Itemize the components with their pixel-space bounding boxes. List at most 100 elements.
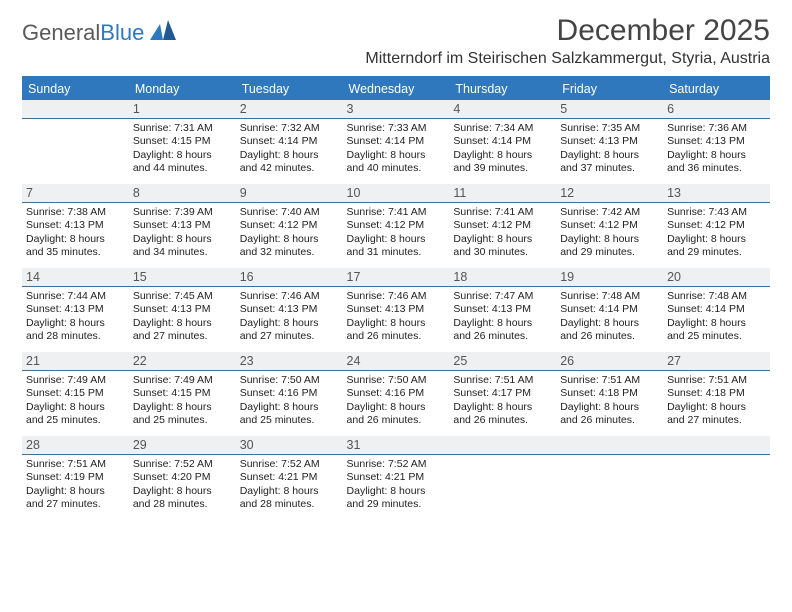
day-detail-line: Sunset: 4:20 PM	[133, 471, 232, 484]
day-details: Sunrise: 7:52 AMSunset: 4:20 PMDaylight:…	[133, 458, 232, 512]
day-number: 8	[129, 184, 236, 203]
calendar-body: 1Sunrise: 7:31 AMSunset: 4:15 PMDaylight…	[22, 100, 770, 520]
day-detail-line: and 27 minutes.	[667, 414, 766, 427]
day-details: Sunrise: 7:34 AMSunset: 4:14 PMDaylight:…	[453, 122, 552, 176]
day-detail-line: and 26 minutes.	[453, 330, 552, 343]
day-detail-line: Sunrise: 7:39 AM	[133, 206, 232, 219]
day-detail-line: Daylight: 8 hours	[347, 317, 446, 330]
weekday-header: Saturday	[663, 78, 770, 100]
day-detail-line: Sunrise: 7:48 AM	[560, 290, 659, 303]
brand-logo: GeneralBlue	[22, 14, 176, 46]
day-detail-line: and 42 minutes.	[240, 162, 339, 175]
day-detail-line: Sunrise: 7:31 AM	[133, 122, 232, 135]
day-detail-line: Sunrise: 7:41 AM	[347, 206, 446, 219]
day-detail-line: Daylight: 8 hours	[26, 233, 125, 246]
calendar-cell: 21Sunrise: 7:49 AMSunset: 4:15 PMDayligh…	[22, 352, 129, 436]
day-detail-line: and 28 minutes.	[133, 498, 232, 511]
day-detail-line: Sunset: 4:13 PM	[26, 303, 125, 316]
day-detail-line: Sunrise: 7:32 AM	[240, 122, 339, 135]
day-detail-line: and 30 minutes.	[453, 246, 552, 259]
calendar-cell	[556, 436, 663, 520]
day-number: 31	[343, 436, 450, 455]
day-detail-line: Daylight: 8 hours	[133, 485, 232, 498]
day-detail-line: Sunrise: 7:44 AM	[26, 290, 125, 303]
day-details: Sunrise: 7:43 AMSunset: 4:12 PMDaylight:…	[667, 206, 766, 260]
day-number: 29	[129, 436, 236, 455]
calendar-cell: 22Sunrise: 7:49 AMSunset: 4:15 PMDayligh…	[129, 352, 236, 436]
day-detail-line: and 29 minutes.	[347, 498, 446, 511]
calendar-cell: 3Sunrise: 7:33 AMSunset: 4:14 PMDaylight…	[343, 100, 450, 184]
day-details: Sunrise: 7:48 AMSunset: 4:14 PMDaylight:…	[667, 290, 766, 344]
day-detail-line: Sunset: 4:13 PM	[560, 135, 659, 148]
day-detail-line: and 26 minutes.	[347, 414, 446, 427]
day-detail-line: Sunset: 4:13 PM	[133, 303, 232, 316]
day-detail-line: Sunrise: 7:50 AM	[240, 374, 339, 387]
day-details: Sunrise: 7:51 AMSunset: 4:18 PMDaylight:…	[667, 374, 766, 428]
calendar-cell	[663, 436, 770, 520]
day-details: Sunrise: 7:52 AMSunset: 4:21 PMDaylight:…	[347, 458, 446, 512]
day-detail-line: Daylight: 8 hours	[26, 317, 125, 330]
calendar-cell: 26Sunrise: 7:51 AMSunset: 4:18 PMDayligh…	[556, 352, 663, 436]
calendar-cell: 7Sunrise: 7:38 AMSunset: 4:13 PMDaylight…	[22, 184, 129, 268]
day-detail-line: and 29 minutes.	[667, 246, 766, 259]
day-detail-line: Sunrise: 7:51 AM	[453, 374, 552, 387]
day-details: Sunrise: 7:46 AMSunset: 4:13 PMDaylight:…	[240, 290, 339, 344]
calendar-table: SundayMondayTuesdayWednesdayThursdayFrid…	[22, 78, 770, 520]
day-details: Sunrise: 7:31 AMSunset: 4:15 PMDaylight:…	[133, 122, 232, 176]
day-detail-line: Sunset: 4:15 PM	[133, 135, 232, 148]
day-number: 18	[449, 268, 556, 287]
day-details: Sunrise: 7:35 AMSunset: 4:13 PMDaylight:…	[560, 122, 659, 176]
day-number	[449, 436, 556, 455]
weekday-header: Monday	[129, 78, 236, 100]
day-detail-line: Sunrise: 7:42 AM	[560, 206, 659, 219]
day-number: 6	[663, 100, 770, 119]
day-detail-line: and 28 minutes.	[26, 330, 125, 343]
calendar-cell: 20Sunrise: 7:48 AMSunset: 4:14 PMDayligh…	[663, 268, 770, 352]
day-details: Sunrise: 7:50 AMSunset: 4:16 PMDaylight:…	[240, 374, 339, 428]
calendar-cell: 29 Sunrise: 7:52 AMSunset: 4:20 PMDayligh…	[129, 436, 236, 520]
day-number: 10	[343, 184, 450, 203]
day-details: Sunrise: 7:41 AMSunset: 4:12 PMDaylight:…	[453, 206, 552, 260]
day-detail-line: and 32 minutes.	[240, 246, 339, 259]
day-detail-line: Daylight: 8 hours	[133, 401, 232, 414]
day-details: Sunrise: 7:47 AMSunset: 4:13 PMDaylight:…	[453, 290, 552, 344]
day-detail-line: and 44 minutes.	[133, 162, 232, 175]
calendar-cell: 28 Sunrise: 7:51 AMSunset: 4:19 PMDayligh…	[22, 436, 129, 520]
day-detail-line: Daylight: 8 hours	[453, 401, 552, 414]
day-number: 27	[663, 352, 770, 371]
calendar-week: 14Sunrise: 7:44 AMSunset: 4:13 PMDayligh…	[22, 268, 770, 352]
day-detail-line: Sunrise: 7:50 AM	[347, 374, 446, 387]
day-detail-line: Daylight: 8 hours	[26, 485, 125, 498]
day-detail-line: and 26 minutes.	[453, 414, 552, 427]
day-details: Sunrise: 7:32 AMSunset: 4:14 PMDaylight:…	[240, 122, 339, 176]
day-detail-line: Sunset: 4:13 PM	[667, 135, 766, 148]
day-number: 28	[22, 436, 129, 455]
day-detail-line: and 26 minutes.	[560, 330, 659, 343]
day-details: Sunrise: 7:44 AMSunset: 4:13 PMDaylight:…	[26, 290, 125, 344]
day-detail-line: and 39 minutes.	[453, 162, 552, 175]
day-detail-line: Sunrise: 7:46 AM	[347, 290, 446, 303]
day-number: 13	[663, 184, 770, 203]
calendar-cell: 6Sunrise: 7:36 AMSunset: 4:13 PMDaylight…	[663, 100, 770, 184]
day-detail-line: Sunset: 4:21 PM	[240, 471, 339, 484]
day-number: 3	[343, 100, 450, 119]
weekday-header: Sunday	[22, 78, 129, 100]
day-number: 21	[22, 352, 129, 371]
day-detail-line: Daylight: 8 hours	[240, 317, 339, 330]
calendar-cell: 1Sunrise: 7:31 AMSunset: 4:15 PMDaylight…	[129, 100, 236, 184]
day-detail-line: Sunset: 4:18 PM	[560, 387, 659, 400]
day-detail-line: Sunrise: 7:38 AM	[26, 206, 125, 219]
day-detail-line: Sunset: 4:19 PM	[26, 471, 125, 484]
calendar-cell: 13 Sunrise: 7:43 AMSunset: 4:12 PMDayligh…	[663, 184, 770, 268]
day-detail-line: Sunset: 4:12 PM	[560, 219, 659, 232]
day-detail-line: Daylight: 8 hours	[240, 149, 339, 162]
day-detail-line: Sunrise: 7:36 AM	[667, 122, 766, 135]
day-details: Sunrise: 7:51 AMSunset: 4:19 PMDaylight:…	[26, 458, 125, 512]
calendar-cell: 15Sunrise: 7:45 AMSunset: 4:13 PMDayligh…	[129, 268, 236, 352]
brand-mark-icon	[150, 20, 176, 46]
calendar-cell: 25Sunrise: 7:51 AMSunset: 4:17 PMDayligh…	[449, 352, 556, 436]
calendar-cell: 4Sunrise: 7:34 AMSunset: 4:14 PMDaylight…	[449, 100, 556, 184]
day-number: 11	[449, 184, 556, 203]
day-number	[663, 436, 770, 455]
calendar-cell: 11 Sunrise: 7:41 AMSunset: 4:12 PMDayligh…	[449, 184, 556, 268]
